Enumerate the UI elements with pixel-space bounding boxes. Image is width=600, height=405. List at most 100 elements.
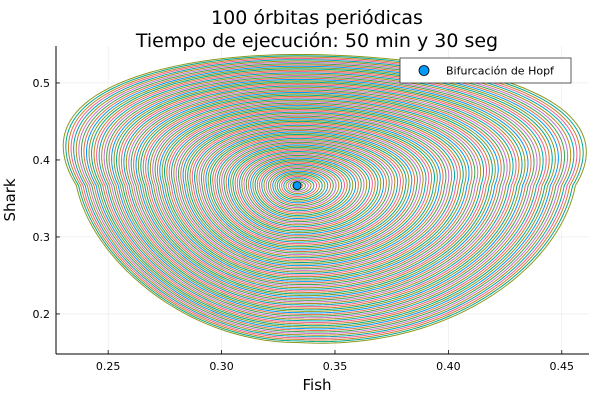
orbit-line	[236, 149, 373, 229]
orbit-line	[281, 175, 318, 198]
orbit-line	[285, 178, 312, 194]
x-tick-label: 0.25	[96, 360, 121, 373]
orbit-line	[130, 89, 505, 301]
orbit-line	[200, 128, 418, 254]
orbit-line	[267, 168, 334, 207]
y-axis-title: Shark	[1, 178, 19, 221]
orbits	[62, 53, 587, 344]
orbit-line	[212, 135, 404, 246]
orbit-line	[196, 126, 424, 257]
orbit-line	[142, 95, 490, 293]
orbit-line	[209, 133, 407, 248]
orbit-line	[133, 90, 502, 300]
orbit-line	[191, 123, 430, 260]
orbit-line	[145, 97, 488, 292]
orbit-line	[189, 122, 433, 262]
orbit-line	[230, 145, 382, 234]
orbit-line	[98, 72, 544, 322]
y-tick-label: 0.5	[33, 77, 51, 90]
orbit-line	[106, 76, 535, 317]
orbit-line	[177, 115, 447, 270]
orbit-line	[198, 127, 421, 256]
orbit-line	[135, 91, 499, 298]
y-tick-label: 0.3	[33, 231, 51, 244]
orbit-line	[149, 99, 482, 289]
chart-title-line-2: Tiempo de ejecución: 50 min y 30 seg	[135, 30, 498, 52]
orbit-line	[289, 181, 306, 191]
orbit-line	[113, 80, 526, 312]
orbit-line	[265, 166, 337, 209]
orbit-line	[247, 156, 359, 221]
orbit-line	[283, 177, 315, 196]
orbit-line	[225, 143, 387, 237]
ticks: 0.25 0.30 0.35 0.40 0.45 0.2 0.3 0.4 0.5	[33, 77, 575, 373]
axes	[55, 46, 589, 355]
x-tick-label: 0.45	[550, 360, 575, 373]
orbit-line	[256, 161, 348, 215]
orbit-line	[180, 116, 444, 268]
orbit-line	[154, 102, 476, 286]
orbit-line	[103, 74, 538, 319]
orbit-line	[161, 106, 467, 281]
orbit-line	[276, 173, 323, 201]
orbit-line	[207, 132, 410, 249]
orbit-line	[214, 136, 401, 245]
chart-title-line-1: 100 órbitas periódicas	[211, 7, 423, 29]
x-tick-label: 0.40	[436, 360, 461, 373]
orbit-line	[111, 78, 529, 314]
orbit-line	[245, 154, 362, 223]
orbit-line	[272, 170, 329, 204]
orbit-line	[287, 179, 309, 193]
orbit-line	[101, 73, 541, 320]
orbit-line	[205, 131, 413, 251]
orbit-line	[274, 171, 326, 202]
orbit-line	[234, 148, 376, 231]
hopf-point	[292, 181, 302, 191]
orbit-line	[223, 141, 390, 238]
orbit-line	[250, 157, 357, 220]
y-tick-label: 0.4	[33, 154, 51, 167]
orbit-line	[187, 120, 435, 264]
orbit-line	[194, 124, 427, 259]
orbit-line	[163, 107, 464, 279]
orbit-line	[184, 119, 438, 265]
orbit-line	[166, 109, 461, 278]
x-tick-label: 0.30	[209, 360, 234, 373]
orbit-line	[170, 111, 456, 275]
orbit-line	[96, 71, 547, 324]
orbit-line	[93, 69, 550, 325]
orbit-line	[116, 81, 523, 311]
orbit-line	[152, 101, 479, 287]
orbit-line	[182, 118, 441, 267]
orbit-line	[261, 164, 343, 212]
y-tick-label: 0.2	[33, 308, 51, 321]
orbit-line	[173, 112, 453, 273]
orbit-line	[278, 174, 320, 199]
orbit-line	[156, 103, 473, 284]
orbit-line	[216, 137, 399, 243]
orbit-line	[91, 68, 553, 327]
orbit-line	[263, 165, 340, 210]
orbit-line	[147, 98, 485, 290]
orbit-line	[175, 114, 450, 271]
orbit-line	[118, 82, 520, 309]
orbit-line	[243, 153, 365, 224]
legend-marker	[418, 65, 430, 76]
orbit-line	[227, 144, 385, 235]
orbit-line	[125, 86, 511, 305]
orbit-line	[137, 93, 496, 297]
orbit-line	[252, 158, 354, 218]
orbit-line	[254, 160, 351, 216]
x-axis-title: Fish	[302, 376, 331, 394]
points	[292, 181, 302, 191]
orbit-line	[108, 77, 532, 316]
orbit-line	[140, 94, 493, 295]
orbit-line	[218, 139, 396, 242]
orbit-line	[239, 151, 371, 227]
orbit-line	[123, 85, 514, 306]
orbit-line	[120, 84, 517, 308]
orbit-line	[241, 152, 368, 226]
orbit-line	[221, 140, 393, 240]
